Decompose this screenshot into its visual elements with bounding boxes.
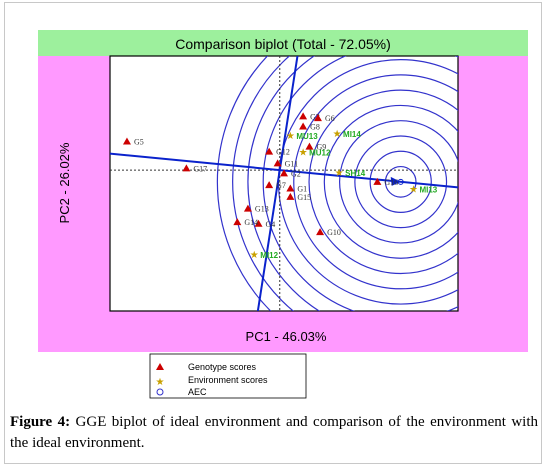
- header-band: [38, 30, 528, 56]
- distance-circle-12: [216, 56, 272, 311]
- genotype-point-g15: [286, 192, 295, 200]
- legend: Genotype scores ★ Environment scores AEC: [149, 353, 307, 399]
- caption-text: GGE biplot of ideal environment and comp…: [10, 414, 538, 451]
- genotype-label-g14: G14: [244, 218, 258, 227]
- plot-area: [109, 55, 459, 312]
- distance-circle-4: [339, 120, 458, 244]
- points-layer: G1 G2 G3 G4 G5 G6 G7 G8 G9 G10 G11 G12 G13 G14 G15 G16 G…: [122, 112, 438, 261]
- distance-circle-11: [232, 56, 295, 311]
- environment-label-sh14: SH14: [345, 169, 366, 178]
- genotype-label-g12: G12: [276, 148, 290, 157]
- genotype-point-g7: [265, 181, 274, 189]
- environment-label-mi13: MI13: [419, 186, 437, 195]
- legend-environment-label: Environment scores: [188, 375, 268, 385]
- distance-circle-7: [293, 74, 458, 290]
- distance-circle-9: [262, 56, 458, 311]
- genotype-point-g11: [273, 159, 282, 167]
- genotype-label-g16: G16: [384, 178, 398, 187]
- environment-point-mu13: ★: [286, 131, 295, 142]
- legend-aec-label: AEC: [188, 387, 207, 397]
- distance-circle-2: [369, 150, 432, 213]
- genotype-point-g1: [286, 184, 295, 192]
- environment-point-mi14: ★: [333, 129, 342, 140]
- genotype-label-g5: G5: [134, 138, 144, 147]
- genotype-label-g9: G9: [316, 143, 326, 152]
- distance-circle-3: [354, 135, 448, 229]
- genotype-label-g8: G8: [310, 122, 320, 131]
- genotype-label-g10: G10: [327, 228, 341, 237]
- genotype-point-g12: [265, 147, 274, 155]
- aec-arrowhead: [390, 176, 401, 186]
- distance-circle-1: [384, 165, 417, 198]
- genotype-point-g13: [243, 204, 252, 212]
- genotype-point-g10: [316, 228, 325, 236]
- aec-ordinate: [256, 56, 299, 311]
- genotype-label-g11: G11: [285, 159, 298, 168]
- environment-label-mi14: MI14: [343, 130, 361, 139]
- genotype-label-g6: G6: [325, 114, 335, 123]
- genotype-point-g17: [182, 164, 191, 172]
- distance-circle-5: [323, 104, 458, 259]
- genotype-point-g5: [122, 137, 131, 145]
- genotype-label-g3: G3: [310, 112, 320, 121]
- environment-point-mi12: ★: [250, 250, 259, 261]
- caption-label: Figure 4:: [10, 414, 71, 430]
- environment-label-mu12: MU12: [309, 149, 331, 158]
- genotype-point-g8: [299, 122, 308, 130]
- genotype-label-g7: G7: [276, 181, 286, 190]
- x-axis-label: PC1 - 46.03%: [246, 329, 327, 344]
- genotype-point-g16: [373, 177, 382, 185]
- legend-genotype-label: Genotype scores: [188, 362, 257, 372]
- genotype-point-g9: [305, 142, 314, 150]
- genotype-label-g17: G17: [193, 164, 207, 173]
- environment-point-mu12: ★: [299, 148, 308, 159]
- genotype-point-g14: [233, 218, 242, 226]
- environment-point-mi13: ★: [409, 185, 418, 196]
- y-axis-label: PC2 - 26.02%: [57, 142, 72, 223]
- environment-label-mu13: MU13: [296, 132, 318, 141]
- aec-point: [397, 178, 404, 185]
- distance-circle-6: [308, 89, 458, 275]
- genotype-point-g3: [299, 112, 308, 120]
- genotype-label-g13: G13: [255, 205, 269, 214]
- legend-environment-icon: ★: [156, 377, 165, 388]
- distance-circle-10: [247, 56, 321, 311]
- genotype-label-g15: G15: [297, 193, 311, 202]
- legend-aec-icon: [156, 388, 164, 396]
- genotype-label-g4: G4: [266, 220, 276, 229]
- legend-genotype-icon: [156, 363, 164, 370]
- genotype-label-g1: G1: [297, 185, 307, 194]
- genotype-point-g6: [313, 114, 322, 122]
- figure-caption: Figure 4: GGE biplot of ideal environmen…: [10, 412, 538, 454]
- environment-point-sh14: ★: [335, 168, 344, 179]
- chart-title: Comparison biplot (Total - 72.05%): [175, 36, 391, 52]
- environment-label-mi12: MI12: [260, 251, 278, 260]
- genotype-point-g4: [254, 219, 263, 227]
- genotype-point-g2: [280, 169, 288, 177]
- genotype-label-g2: G2: [291, 169, 301, 178]
- legend-box: [149, 353, 307, 399]
